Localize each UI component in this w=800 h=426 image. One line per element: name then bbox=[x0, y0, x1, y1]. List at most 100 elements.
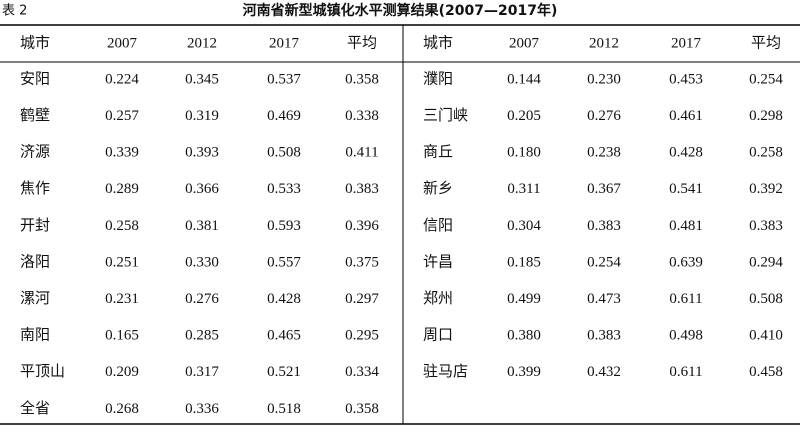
city-cell: 开封 bbox=[20, 217, 50, 234]
value-cell: 0.428 bbox=[669, 145, 703, 161]
value-cell: 0.258 bbox=[105, 218, 139, 234]
value-cell: 0.180 bbox=[507, 145, 541, 161]
value-cell: 0.319 bbox=[185, 108, 219, 124]
city-cell: 平顶山 bbox=[20, 363, 65, 380]
value-cell: 0.432 bbox=[587, 364, 621, 380]
column-header: 2017 bbox=[671, 35, 702, 51]
value-cell: 0.209 bbox=[105, 364, 139, 380]
column-header: 2017 bbox=[269, 35, 300, 51]
value-cell: 0.289 bbox=[105, 181, 139, 197]
value-cell: 0.410 bbox=[749, 328, 783, 344]
value-cell: 0.165 bbox=[105, 328, 139, 344]
value-cell: 0.338 bbox=[345, 108, 379, 124]
column-header: 平均 bbox=[347, 34, 377, 51]
value-cell: 0.508 bbox=[749, 291, 783, 307]
value-cell: 0.383 bbox=[749, 218, 783, 234]
column-header: 城市 bbox=[423, 34, 453, 51]
value-cell: 0.294 bbox=[749, 254, 783, 270]
city-cell: 新乡 bbox=[423, 180, 453, 197]
city-cell: 濮阳 bbox=[423, 70, 453, 87]
value-cell: 0.533 bbox=[267, 181, 301, 197]
table-title: 河南省新型城镇化水平测算结果(2007—2017年) bbox=[243, 2, 558, 19]
column-header: 2012 bbox=[187, 35, 217, 51]
value-cell: 0.518 bbox=[267, 401, 301, 417]
value-cell: 0.380 bbox=[507, 328, 541, 344]
value-cell: 0.304 bbox=[507, 218, 541, 234]
city-cell: 郑州 bbox=[423, 290, 453, 307]
value-cell: 0.381 bbox=[185, 218, 219, 234]
value-cell: 0.469 bbox=[267, 108, 301, 124]
value-cell: 0.251 bbox=[105, 254, 139, 270]
table-label: 表 2 bbox=[2, 4, 27, 19]
city-cell: 安阳 bbox=[20, 70, 50, 87]
city-cell: 南阳 bbox=[20, 327, 50, 344]
city-cell: 信阳 bbox=[423, 217, 453, 234]
value-cell: 0.298 bbox=[749, 108, 783, 124]
value-cell: 0.521 bbox=[267, 364, 301, 380]
value-cell: 0.254 bbox=[587, 254, 621, 270]
city-cell: 周口 bbox=[423, 327, 453, 344]
value-cell: 0.144 bbox=[507, 71, 541, 87]
value-cell: 0.508 bbox=[267, 145, 301, 161]
value-cell: 0.611 bbox=[669, 291, 702, 307]
value-cell: 0.330 bbox=[185, 254, 219, 270]
value-cell: 0.411 bbox=[345, 145, 378, 161]
value-cell: 0.276 bbox=[185, 291, 219, 307]
value-cell: 0.295 bbox=[345, 328, 379, 344]
city-cell: 商丘 bbox=[423, 144, 453, 161]
value-cell: 0.557 bbox=[267, 254, 301, 270]
value-cell: 0.358 bbox=[345, 71, 379, 87]
column-header: 2007 bbox=[509, 35, 540, 51]
value-cell: 0.392 bbox=[749, 181, 783, 197]
value-cell: 0.268 bbox=[105, 401, 139, 417]
value-cell: 0.366 bbox=[185, 181, 219, 197]
value-cell: 0.396 bbox=[345, 218, 379, 234]
value-cell: 0.499 bbox=[507, 291, 541, 307]
value-cell: 0.367 bbox=[587, 181, 621, 197]
column-header: 平均 bbox=[751, 34, 781, 51]
value-cell: 0.541 bbox=[669, 181, 703, 197]
value-cell: 0.224 bbox=[105, 71, 139, 87]
value-cell: 0.254 bbox=[749, 71, 783, 87]
city-cell: 全省 bbox=[20, 399, 50, 417]
value-cell: 0.345 bbox=[185, 71, 219, 87]
value-cell: 0.383 bbox=[587, 218, 621, 234]
city-cell: 许昌 bbox=[423, 253, 453, 270]
value-cell: 0.339 bbox=[105, 145, 139, 161]
value-cell: 0.473 bbox=[587, 291, 621, 307]
value-cell: 0.205 bbox=[507, 108, 541, 124]
value-cell: 0.257 bbox=[105, 108, 139, 124]
city-cell: 驻马店 bbox=[423, 363, 468, 380]
value-cell: 0.537 bbox=[267, 71, 301, 87]
city-cell: 三门峡 bbox=[423, 107, 468, 124]
value-cell: 0.399 bbox=[507, 364, 541, 380]
value-cell: 0.461 bbox=[669, 108, 703, 124]
value-cell: 0.311 bbox=[507, 181, 540, 197]
city-cell: 鹤壁 bbox=[20, 107, 50, 124]
value-cell: 0.258 bbox=[749, 145, 783, 161]
value-cell: 0.453 bbox=[669, 71, 703, 87]
value-cell: 0.611 bbox=[669, 364, 702, 380]
value-cell: 0.481 bbox=[669, 218, 703, 234]
column-header: 城市 bbox=[20, 34, 50, 51]
city-cell: 洛阳 bbox=[20, 253, 50, 270]
column-header: 2007 bbox=[107, 35, 138, 51]
value-cell: 0.375 bbox=[345, 254, 379, 270]
value-cell: 0.465 bbox=[267, 328, 301, 344]
value-cell: 0.593 bbox=[267, 218, 301, 234]
value-cell: 0.285 bbox=[185, 328, 219, 344]
value-cell: 0.317 bbox=[185, 364, 219, 380]
city-cell: 焦作 bbox=[20, 180, 50, 197]
value-cell: 0.393 bbox=[185, 145, 219, 161]
city-cell: 漯河 bbox=[20, 290, 50, 307]
value-cell: 0.238 bbox=[587, 145, 621, 161]
value-cell: 0.230 bbox=[587, 71, 621, 87]
value-cell: 0.383 bbox=[587, 328, 621, 344]
value-cell: 0.458 bbox=[749, 364, 783, 380]
city-cell: 济源 bbox=[20, 144, 50, 161]
value-cell: 0.185 bbox=[507, 254, 541, 270]
value-cell: 0.231 bbox=[105, 291, 139, 307]
value-cell: 0.498 bbox=[669, 328, 703, 344]
value-cell: 0.358 bbox=[345, 401, 379, 417]
